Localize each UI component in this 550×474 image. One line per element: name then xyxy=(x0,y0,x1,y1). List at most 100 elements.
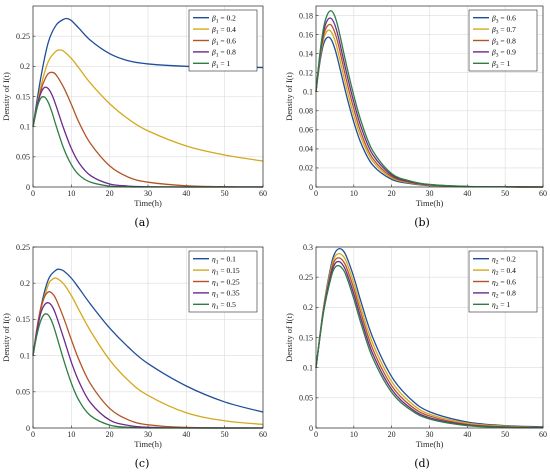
series-line-4 xyxy=(315,260,544,429)
y-tick-label: 0 xyxy=(26,424,30,433)
series-line-2 xyxy=(32,277,264,426)
x-axis-label: Time(h) xyxy=(416,439,444,449)
x-tick-label: 20 xyxy=(388,430,396,439)
x-tick-label: 40 xyxy=(182,430,190,439)
x-tick-label: 20 xyxy=(388,189,396,198)
x-tick-label: 40 xyxy=(182,189,190,198)
legend-entry: β1 = 0.2 xyxy=(211,14,236,25)
legend-entry: η1 = 0.25 xyxy=(212,277,240,288)
x-tick-label: 40 xyxy=(463,430,471,439)
y-axis-label: Density of I(t) xyxy=(1,72,11,121)
legend-entry: β3 = 0.8 xyxy=(491,36,516,47)
y-tick-label: 0.18 xyxy=(299,11,313,20)
x-axis-label: Time(h) xyxy=(416,198,444,208)
y-tick-label: 0.15 xyxy=(16,315,30,324)
chart-panel-2: 0 10 20 30 40 50 60 0 0.02 0.04 0.06 0.08 0.1 0.12 0.1… xyxy=(284,5,547,229)
y-axis-label: Density of I(t) xyxy=(284,72,294,121)
y-tick-label: 0.05 xyxy=(16,388,30,397)
legend: β3 = 0.6β3 = 0.7β3 = 0.8β3 = 0.9β3 = 1 xyxy=(468,9,538,72)
x-tick-label: 20 xyxy=(106,430,114,439)
x-tick-label: 30 xyxy=(144,189,152,198)
y-tick-label: 0.2 xyxy=(20,279,30,288)
y-tick-label: 0.25 xyxy=(299,273,313,282)
y-tick-label: 0.05 xyxy=(16,153,30,162)
x-tick-label: 30 xyxy=(144,430,152,439)
x-tick-label: 50 xyxy=(501,189,509,198)
series-line-4 xyxy=(32,302,264,429)
legend: β1 = 0.2β1 = 0.4β1 = 0.6β1 = 0.8β1 = 1 xyxy=(188,9,258,72)
legend-entry: η2 = 0.8 xyxy=(492,289,516,300)
x-tick-label: 50 xyxy=(221,189,229,198)
panel-label: (b) xyxy=(414,216,430,229)
plot-frame xyxy=(315,5,544,188)
panel-label: (a) xyxy=(134,216,149,229)
panel-label: (d) xyxy=(414,457,430,470)
y-tick-label: 0.06 xyxy=(299,126,313,135)
x-tick-label: 0 xyxy=(31,189,35,198)
y-tick-label: 0 xyxy=(309,183,313,192)
x-tick-label: 60 xyxy=(539,430,547,439)
y-tick-label: 0.12 xyxy=(299,68,313,77)
y-axis-label: Density of I(t) xyxy=(284,313,294,362)
chart-panel-4: 0 10 20 30 40 50 60 0 0.05 0.1 0.15 0.2 0.25 0.3 Time(… xyxy=(284,243,547,470)
legend: η2 = 0.2η2 = 0.4η2 = 0.6η2 = 0.8η2 = 1 xyxy=(468,250,538,313)
x-tick-label: 40 xyxy=(463,189,471,198)
legend-entry: η1 = 0.5 xyxy=(212,300,236,311)
y-tick-label: 0.1 xyxy=(303,88,313,97)
chart-panel-3: 0 10 20 30 40 50 60 0 0.05 0.1 0.15 0.2 0.25 Time(h) D… xyxy=(1,243,267,470)
y-tick-label: 0.3 xyxy=(303,243,313,252)
y-tick-label: 0.15 xyxy=(299,333,313,342)
y-tick-label: 0.2 xyxy=(303,303,313,312)
y-tick-label: 0.1 xyxy=(303,363,313,372)
y-tick-label: 0 xyxy=(309,424,313,433)
x-tick-label: 10 xyxy=(350,189,358,198)
legend-entry: η1 = 0.15 xyxy=(212,266,240,277)
legend-entry: β1 = 0.6 xyxy=(211,36,236,47)
legend-entry: β3 = 0.6 xyxy=(491,14,516,25)
legend-entry: η1 = 0.35 xyxy=(212,289,240,300)
legend-box xyxy=(468,250,538,313)
legend-entry: β1 = 0.4 xyxy=(211,25,236,36)
x-axis-label: Time(h) xyxy=(134,198,162,208)
x-tick-label: 10 xyxy=(350,430,358,439)
y-tick-label: 0.08 xyxy=(299,107,313,116)
x-tick-label: 50 xyxy=(221,430,229,439)
legend-entry: η2 = 0.6 xyxy=(492,277,516,288)
x-tick-label: 50 xyxy=(501,430,509,439)
chart-panel-1: 0 10 20 30 40 50 60 0 0.05 0.1 0.15 0.2 0.25 Time(h) D… xyxy=(1,5,267,229)
plot-frame xyxy=(32,246,264,429)
y-tick-label: 0.04 xyxy=(299,145,313,154)
legend-entry: η2 = 0.2 xyxy=(492,255,516,266)
x-tick-label: 30 xyxy=(426,189,434,198)
y-tick-label: 0.15 xyxy=(16,92,30,101)
plot-frame xyxy=(315,246,544,429)
legend-entry: β1 = 0.8 xyxy=(211,48,236,59)
legend-entry: β3 = 0.9 xyxy=(491,48,516,59)
x-tick-label: 30 xyxy=(426,430,434,439)
series-line-3 xyxy=(32,291,264,429)
y-tick-label: 0.1 xyxy=(20,351,30,360)
x-tick-label: 10 xyxy=(67,430,75,439)
x-tick-label: 60 xyxy=(259,430,267,439)
y-tick-label: 0.16 xyxy=(299,30,313,39)
series-line-1 xyxy=(315,247,544,428)
x-tick-label: 60 xyxy=(539,189,547,198)
x-tick-label: 60 xyxy=(259,189,267,198)
y-tick-label: 0 xyxy=(26,183,30,192)
x-tick-label: 0 xyxy=(31,430,35,439)
series-line-2 xyxy=(315,252,544,429)
y-tick-label: 0.05 xyxy=(299,394,313,403)
x-tick-label: 0 xyxy=(314,430,318,439)
x-tick-label: 0 xyxy=(314,189,318,198)
y-tick-label: 0.1 xyxy=(20,122,30,131)
legend-entry: η2 = 0.4 xyxy=(492,266,516,277)
series-line-5 xyxy=(315,264,544,429)
y-tick-label: 0.25 xyxy=(16,243,30,252)
x-tick-label: 20 xyxy=(106,189,114,198)
x-tick-label: 10 xyxy=(67,189,75,198)
series-line-2 xyxy=(32,49,264,162)
panel-label: (c) xyxy=(135,457,150,470)
series-line-1 xyxy=(32,268,264,413)
